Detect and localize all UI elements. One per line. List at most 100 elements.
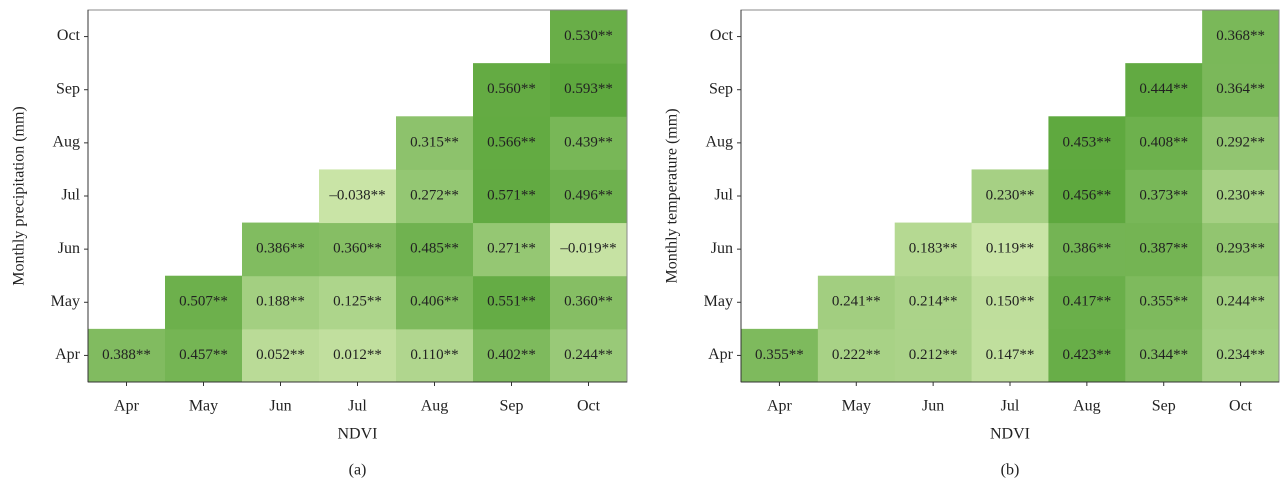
cell-label: 0.406** <box>410 294 459 310</box>
heat-cell <box>396 169 474 224</box>
cell-label: 0.188** <box>256 294 305 310</box>
heat-cell <box>473 328 551 383</box>
cell-label: 0.566** <box>487 134 536 150</box>
y-tick-label: May <box>51 293 80 310</box>
cell-label: 0.408** <box>1139 134 1188 150</box>
heat-cell <box>1202 328 1280 383</box>
heat-cell <box>971 328 1049 383</box>
heat-cell <box>1125 116 1203 170</box>
cell-label: 0.355** <box>1139 294 1188 310</box>
heat-cell <box>319 222 397 277</box>
cell-label: 0.364** <box>1216 81 1265 97</box>
y-axis-label: Monthly temperature (mm) <box>664 108 681 283</box>
cell-label: 0.456** <box>1062 187 1111 203</box>
heatmap-panel: 0.355** 0.222** 0.212** 0.147** 0.423** 0.344… <box>664 9 1280 479</box>
heat-cell <box>473 169 551 224</box>
heat-cell <box>817 275 896 330</box>
heat-cell <box>1048 328 1126 383</box>
heat-cell <box>1048 275 1126 330</box>
cell-label: 0.444** <box>1139 81 1188 97</box>
y-tick-label: Aug <box>705 134 733 151</box>
cell-label: 0.241** <box>832 294 881 310</box>
cell-label: 0.386** <box>256 241 305 257</box>
heat-cell <box>1048 169 1126 224</box>
cell-label: 0.315** <box>410 134 459 150</box>
heat-cell <box>741 328 819 383</box>
cell-label: 0.593** <box>564 81 613 97</box>
cell-label: 0.457** <box>179 347 228 363</box>
heat-cell <box>473 63 551 117</box>
heat-cell <box>1202 10 1280 64</box>
heat-cell <box>396 328 474 383</box>
heat-cell <box>1202 275 1280 330</box>
heat-cell <box>1202 222 1280 277</box>
heat-cell <box>165 275 243 330</box>
heat-cell <box>550 328 628 383</box>
heat-cell <box>1202 169 1280 224</box>
cell-label: –0.019** <box>559 241 616 257</box>
heat-cell <box>1125 328 1203 383</box>
panel-label: (b) <box>1001 462 1020 479</box>
cell-label: 0.212** <box>909 347 958 363</box>
cell-label: 0.052** <box>256 347 305 363</box>
y-tick-label: Jul <box>61 187 80 204</box>
heat-cell <box>550 275 628 330</box>
cell-label: 0.530** <box>564 28 613 44</box>
cell-label: 0.222** <box>832 347 881 363</box>
cell-label: 0.110** <box>410 347 458 363</box>
cell-label: 0.388** <box>102 347 151 363</box>
y-axis-label: Monthly precipitation (mm) <box>11 106 28 286</box>
cell-label: 0.453** <box>1062 134 1111 150</box>
heat-cell <box>396 222 474 277</box>
x-tick-label: Jul <box>348 398 367 415</box>
heat-cell <box>550 63 628 117</box>
cell-label: 0.230** <box>986 187 1035 203</box>
x-axis-label: NDVI <box>338 426 378 443</box>
y-tick-label: Sep <box>56 80 80 97</box>
x-tick-label: Sep <box>500 398 524 415</box>
x-tick-label: Apr <box>767 398 793 415</box>
cell-label: 0.272** <box>410 187 459 203</box>
cell-label: 0.244** <box>1216 294 1265 310</box>
heat-cell <box>550 169 628 224</box>
y-tick-label: Apr <box>55 346 81 363</box>
x-tick-label: Jun <box>269 398 291 415</box>
heat-cell <box>894 222 973 277</box>
cell-label: 0.551** <box>487 294 536 310</box>
x-tick-label: May <box>842 398 871 415</box>
heat-cell <box>1125 275 1203 330</box>
heat-cell <box>894 275 973 330</box>
cell-label: 0.125** <box>333 294 382 310</box>
panel-label: (a) <box>349 462 367 479</box>
heat-cell <box>242 328 320 383</box>
heat-cell <box>971 169 1049 224</box>
cell-label: 0.344** <box>1139 347 1188 363</box>
x-tick-label: May <box>189 398 218 415</box>
heat-cell <box>473 116 551 170</box>
x-tick-label: Jul <box>1001 398 1020 415</box>
heat-cell <box>319 328 397 383</box>
y-tick-label: Jul <box>714 187 733 204</box>
cell-label: 0.387** <box>1139 241 1188 257</box>
y-tick-label: Apr <box>708 346 734 363</box>
cell-label: 0.293** <box>1216 241 1265 257</box>
heat-cell <box>817 328 896 383</box>
cell-label: 0.183** <box>909 241 958 257</box>
x-tick-label: Apr <box>114 398 140 415</box>
cell-label: 0.402** <box>487 347 536 363</box>
cell-label: 0.355** <box>755 347 804 363</box>
cell-label: 0.423** <box>1062 347 1111 363</box>
cell-label: 0.368** <box>1216 28 1265 44</box>
cell-label: 0.485** <box>410 241 459 257</box>
y-tick-label: Jun <box>58 240 80 257</box>
cell-label: 0.360** <box>564 294 613 310</box>
cell-label: 0.292** <box>1216 134 1265 150</box>
heat-cell <box>1202 116 1280 170</box>
heat-cell <box>473 275 551 330</box>
y-tick-label: May <box>704 293 733 310</box>
cell-label: 0.214** <box>909 294 958 310</box>
cell-label: 0.150** <box>986 294 1035 310</box>
cell-label: 0.373** <box>1139 187 1188 203</box>
x-tick-label: Jun <box>922 398 944 415</box>
